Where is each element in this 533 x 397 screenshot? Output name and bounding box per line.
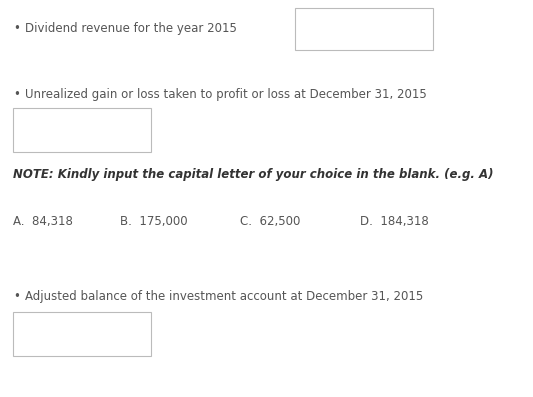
Text: •: • <box>13 290 20 303</box>
Text: Dividend revenue for the year 2015: Dividend revenue for the year 2015 <box>25 22 237 35</box>
Text: •: • <box>13 22 20 35</box>
Text: B.  175,000: B. 175,000 <box>120 215 188 228</box>
Text: A.  84,318: A. 84,318 <box>13 215 73 228</box>
Bar <box>13 312 151 356</box>
Text: •: • <box>13 88 20 101</box>
Text: Adjusted balance of the investment account at December 31, 2015: Adjusted balance of the investment accou… <box>25 290 423 303</box>
Text: C.  62,500: C. 62,500 <box>240 215 301 228</box>
Bar <box>13 108 151 152</box>
Bar <box>295 8 433 50</box>
Text: D.  184,318: D. 184,318 <box>360 215 429 228</box>
Text: Unrealized gain or loss taken to profit or loss at December 31, 2015: Unrealized gain or loss taken to profit … <box>25 88 427 101</box>
Text: NOTE: Kindly input the capital letter of your choice in the blank. (e.g. A): NOTE: Kindly input the capital letter of… <box>13 168 494 181</box>
